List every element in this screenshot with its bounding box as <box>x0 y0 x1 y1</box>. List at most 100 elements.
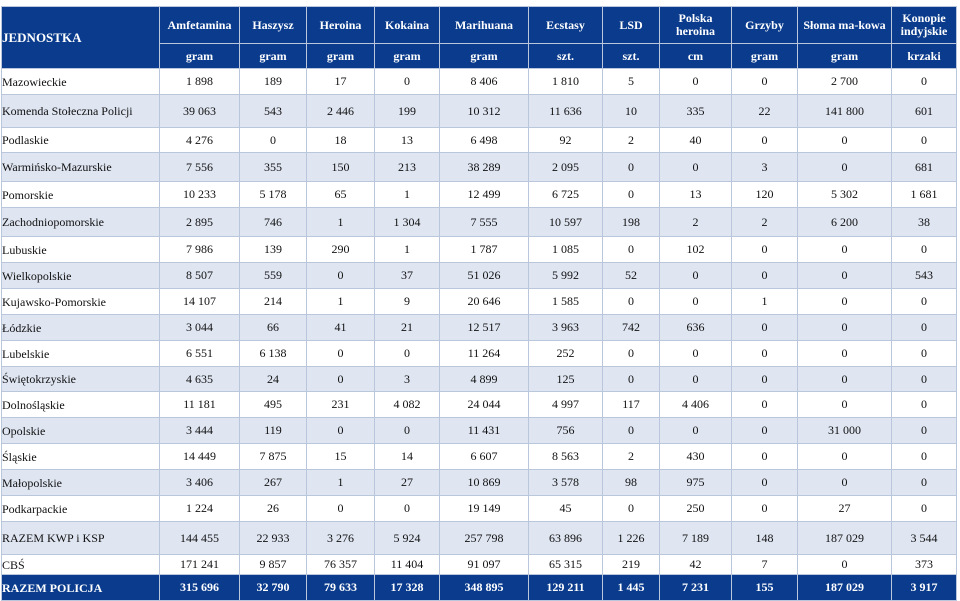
table-cell: 1 085 <box>528 236 603 263</box>
table-cell: 0 <box>731 469 798 496</box>
table-cell: 5 992 <box>528 262 603 289</box>
table-cell: 38 <box>891 207 957 237</box>
table-cell: 0 <box>797 236 892 263</box>
row-label: Lubuskie <box>1 236 160 263</box>
table-row: Wielkopolskie 8 507 559 0 37 51 026 5 992 52 0 0 0… <box>1 262 957 289</box>
unit-header: gram <box>374 43 440 69</box>
table-cell: 0 <box>731 340 798 367</box>
table-cell: 4 899 <box>439 366 529 392</box>
table-cell: 6 725 <box>528 181 603 208</box>
table-cell: 267 <box>239 469 307 496</box>
drug-seizure-table: JEDNOSTKA Amfetamina Haszysz Heroina Kok… <box>1 6 957 601</box>
table-cell: 0 <box>797 288 892 315</box>
column-header: Haszysz <box>239 6 307 44</box>
table-cell: 1 445 <box>602 574 660 601</box>
table-cell: 0 <box>797 262 892 289</box>
table-row: Mazowieckie 1 898 189 17 0 8 406 1 810 5 0 0 2 700… <box>1 68 957 95</box>
table-cell: 11 431 <box>439 417 529 444</box>
table-cell: 0 <box>239 127 307 153</box>
row-label: Małopolskie <box>1 469 160 496</box>
table-cell: 213 <box>374 152 440 182</box>
table-cell: 171 241 <box>159 554 240 575</box>
table-cell: 219 <box>602 554 660 575</box>
table-cell: 0 <box>891 417 957 444</box>
table-cell: 125 <box>528 366 603 392</box>
table-cell: 0 <box>306 417 375 444</box>
unit-header: gram <box>797 43 892 69</box>
table-cell: 5 924 <box>374 521 440 555</box>
row-label: Kujawsko-Pomorskie <box>1 288 160 315</box>
table-cell: 0 <box>891 469 957 496</box>
table-cell: 117 <box>602 391 660 418</box>
table-cell: 0 <box>602 181 660 208</box>
table-cell: 0 <box>797 314 892 341</box>
table-cell: 4 082 <box>374 391 440 418</box>
unit-header: gram <box>731 43 798 69</box>
table-cell: 22 933 <box>239 521 307 555</box>
column-header: LSD <box>602 6 660 44</box>
table-cell: 15 <box>306 443 375 470</box>
table-cell: 10 869 <box>439 469 529 496</box>
table-cell: 355 <box>239 152 307 182</box>
table-cell: 14 449 <box>159 443 240 470</box>
table-cell: 5 178 <box>239 181 307 208</box>
table-cell: 37 <box>374 262 440 289</box>
table-cell: 13 <box>374 127 440 153</box>
table-cell: 31 000 <box>797 417 892 444</box>
table-cell: 17 <box>306 68 375 95</box>
table-cell: 1 810 <box>528 68 603 95</box>
table-cell: 348 895 <box>439 574 529 601</box>
table-cell: 0 <box>731 68 798 95</box>
table-cell: 32 790 <box>239 574 307 601</box>
table-cell: 0 <box>602 288 660 315</box>
table-cell: 14 <box>374 443 440 470</box>
table-cell: 27 <box>374 469 440 496</box>
unit-column-header: JEDNOSTKA <box>1 6 160 69</box>
table-cell: 45 <box>528 495 603 522</box>
table-cell: 0 <box>891 127 957 153</box>
table-cell: 0 <box>306 340 375 367</box>
table-cell: 1 226 <box>602 521 660 555</box>
table-cell: 315 696 <box>159 574 240 601</box>
table-cell: 9 <box>374 288 440 315</box>
unit-header-row: gram gram gram gram gram szt. szt. cm gr… <box>2 43 957 69</box>
table-cell: 3 276 <box>306 521 375 555</box>
table-cell: 0 <box>891 340 957 367</box>
table-cell: 214 <box>239 288 307 315</box>
table-cell: 24 044 <box>439 391 529 418</box>
table-cell: 20 646 <box>439 288 529 315</box>
table-cell: 0 <box>374 340 440 367</box>
table-cell: 0 <box>306 262 375 289</box>
unit-header: krzaki <box>891 43 957 69</box>
table-cell: 1 681 <box>891 181 957 208</box>
table-cell: 756 <box>528 417 603 444</box>
table-cell: 2 895 <box>159 207 240 237</box>
table-cell: 0 <box>797 554 892 575</box>
table-cell: 0 <box>731 495 798 522</box>
table-cell: 11 264 <box>439 340 529 367</box>
table-cell: 0 <box>659 152 732 182</box>
table-cell: 8 406 <box>439 68 529 95</box>
table-cell: 7 <box>731 554 798 575</box>
table-cell: 3 044 <box>159 314 240 341</box>
table-cell: 0 <box>602 340 660 367</box>
table-cell: 39 063 <box>159 94 240 128</box>
table-cell: 1 <box>374 236 440 263</box>
table-cell: 2 <box>659 207 732 237</box>
table-cell: 8 563 <box>528 443 603 470</box>
table-cell: 0 <box>602 417 660 444</box>
table-cell: 0 <box>797 152 892 182</box>
table-cell: 373 <box>891 554 957 575</box>
table-cell: 79 633 <box>306 574 375 601</box>
table-cell: 250 <box>659 495 732 522</box>
table-cell: 746 <box>239 207 307 237</box>
table-cell: 3 <box>731 152 798 182</box>
table-cell: 0 <box>731 366 798 392</box>
table-cell: 38 289 <box>439 152 529 182</box>
row-label: Podlaskie <box>1 127 160 153</box>
table-cell: 1 787 <box>439 236 529 263</box>
row-label: Zachodniopomorskie <box>1 207 160 237</box>
row-label: CBŚ <box>1 554 160 575</box>
column-header: Kokaina <box>374 6 440 44</box>
table-cell: 3 963 <box>528 314 603 341</box>
